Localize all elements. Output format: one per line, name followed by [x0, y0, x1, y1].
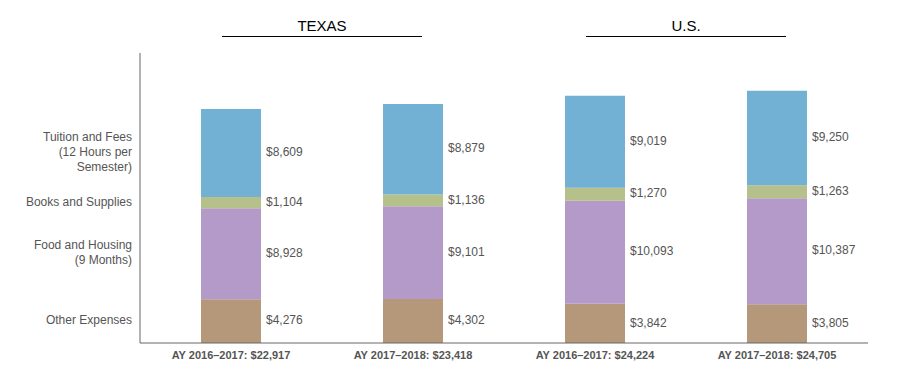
- svg-text:$9,250: $9,250: [812, 130, 849, 144]
- svg-text:Books and Supplies: Books and Supplies: [26, 195, 132, 209]
- svg-text:AY 2017–2018: $23,418: AY 2017–2018: $23,418: [354, 349, 473, 361]
- svg-text:$8,879: $8,879: [448, 141, 485, 155]
- svg-text:Food and Housing(9 Months): Food and Housing(9 Months): [34, 238, 132, 267]
- svg-text:$9,019: $9,019: [630, 134, 667, 148]
- svg-text:AY 2017–2018: $24,705: AY 2017–2018: $24,705: [718, 349, 837, 361]
- svg-text:$10,093: $10,093: [630, 244, 674, 258]
- svg-text:$10,387: $10,387: [812, 243, 856, 257]
- svg-text:$1,104: $1,104: [266, 195, 303, 209]
- svg-text:$4,302: $4,302: [448, 313, 485, 327]
- svg-text:$4,276: $4,276: [266, 313, 303, 327]
- svg-text:$8,928: $8,928: [266, 246, 303, 260]
- svg-text:$1,136: $1,136: [448, 193, 485, 207]
- svg-text:AY 2016–2017: $22,917: AY 2016–2017: $22,917: [172, 349, 291, 361]
- svg-text:Tuition and Fees(12 Hours perS: Tuition and Fees(12 Hours perSemester): [43, 130, 132, 174]
- html-text:U.S.: U.S.: [671, 17, 701, 34]
- svg-text:$3,842: $3,842: [630, 316, 667, 330]
- svg-text:$1,270: $1,270: [630, 186, 667, 200]
- svg-text:$1,263: $1,263: [812, 184, 849, 198]
- svg-text:$3,805: $3,805: [812, 316, 849, 330]
- svg-text:$9,101: $9,101: [448, 245, 485, 259]
- svg-text:AY 2016–2017: $24,224: AY 2016–2017: $24,224: [536, 349, 656, 361]
- svg-text:$8,609: $8,609: [266, 145, 303, 159]
- html-text:TEXAS: TEXAS: [297, 17, 347, 34]
- svg-text:Other Expenses: Other Expenses: [46, 313, 132, 327]
